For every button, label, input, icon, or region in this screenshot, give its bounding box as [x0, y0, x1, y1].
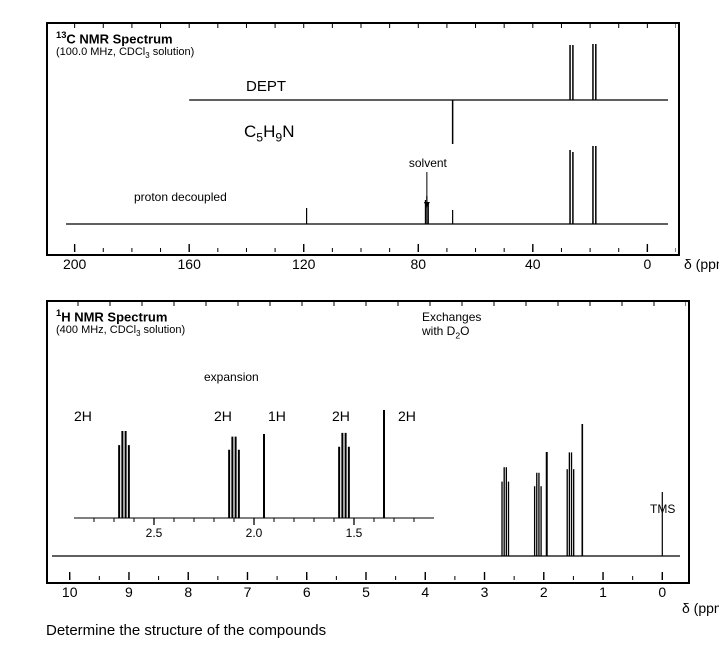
tick-13c: 120: [292, 256, 315, 272]
tms-label: TMS: [650, 502, 675, 516]
exchange-label: Exchangeswith D2O: [422, 310, 481, 340]
tick-expansion: 2.0: [246, 526, 263, 540]
tick-13c: 0: [643, 256, 651, 272]
integral-label: 2H: [332, 408, 350, 424]
expansion-label: expansion: [204, 370, 259, 384]
dept-label: DEPT: [246, 78, 286, 95]
integral-label: 2H: [74, 408, 92, 424]
tick-1h: 4: [421, 584, 429, 600]
tick-1h: 8: [184, 584, 192, 600]
integral-label: 2H: [398, 408, 416, 424]
page: 13C NMR Spectrum (100.0 MHz, CDCl3 solut…: [0, 0, 719, 649]
subtitle-1h: (400 MHz, CDCl3 solution): [56, 324, 185, 338]
tick-13c: 160: [177, 256, 200, 272]
tick-13c: 40: [525, 256, 541, 272]
tick-1h: 7: [244, 584, 252, 600]
spectrum-1h-svg: [46, 300, 686, 580]
subtitle-13c: (100.0 MHz, CDCl3 solution): [56, 46, 194, 60]
tick-1h: 5: [362, 584, 370, 600]
tick-1h: 3: [481, 584, 489, 600]
tick-1h: 1: [599, 584, 607, 600]
tick-expansion: 1.5: [346, 526, 363, 540]
question-text: Determine the structure of the compounds: [46, 622, 326, 639]
integral-label: 1H: [268, 408, 286, 424]
axis-label-13c: δ (ppm): [684, 256, 719, 272]
tick-expansion: 2.5: [146, 526, 163, 540]
tick-1h: 9: [125, 584, 133, 600]
tick-13c: 80: [410, 256, 426, 272]
tick-13c: 200: [63, 256, 86, 272]
tick-1h: 0: [658, 584, 666, 600]
solvent-label: solvent: [409, 156, 447, 170]
integral-label: 2H: [214, 408, 232, 424]
tick-1h: 10: [62, 584, 78, 600]
tick-1h: 2: [540, 584, 548, 600]
decoupled-label: proton decoupled: [134, 190, 227, 204]
formula-label: C5H9N: [244, 122, 294, 144]
title-13c: 13C NMR Spectrum: [56, 30, 173, 46]
axis-label-1h: δ (ppm): [682, 600, 719, 616]
tick-1h: 6: [303, 584, 311, 600]
title-1h: 1H NMR Spectrum: [56, 308, 167, 324]
